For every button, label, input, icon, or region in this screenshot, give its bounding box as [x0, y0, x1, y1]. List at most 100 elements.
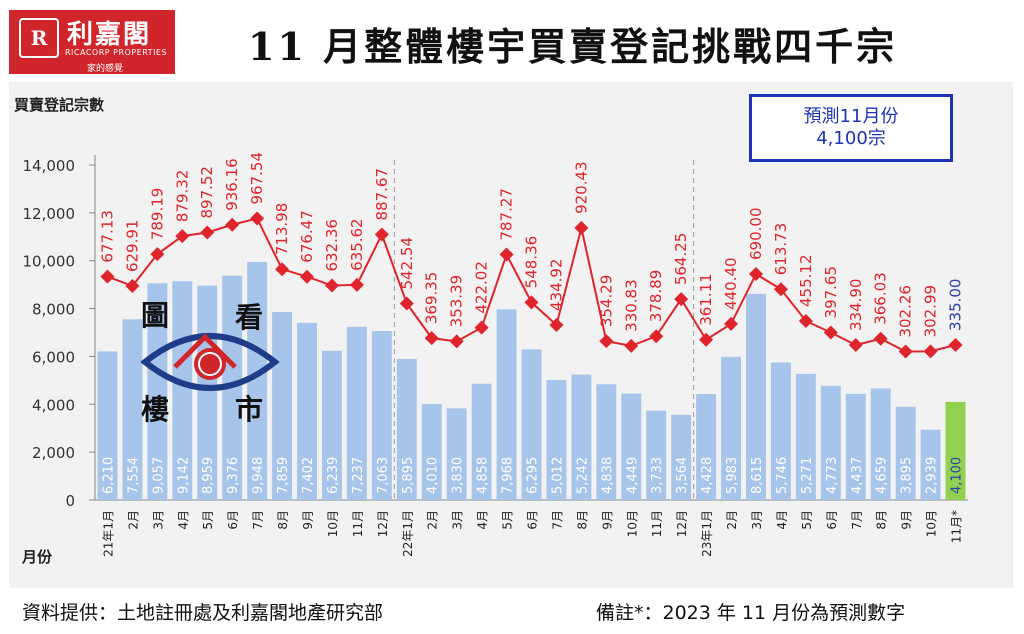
- x-tick-label: 11月*: [950, 510, 964, 543]
- line-point: [300, 269, 315, 284]
- x-tick-label: 21年1月: [101, 510, 115, 557]
- line-value-label: 787.27: [498, 188, 516, 241]
- x-tick-label: 8月: [875, 510, 889, 530]
- y-tick-label: 8,000: [32, 301, 75, 319]
- y-tick-label: 10,000: [23, 253, 76, 271]
- bar: [696, 394, 717, 500]
- line-value-label: 676.47: [298, 210, 316, 263]
- watermark-char: 圖: [141, 299, 170, 332]
- line-point: [948, 338, 963, 352]
- line-point: [499, 247, 514, 262]
- x-tick-label: 4月: [176, 510, 190, 530]
- x-tick-label: 11月: [351, 510, 365, 537]
- bar: [671, 414, 692, 500]
- line-point: [125, 279, 140, 294]
- eye-icon: [140, 333, 280, 391]
- bar: [172, 281, 193, 500]
- line-value-label: 397.65: [822, 266, 840, 319]
- bar: [546, 380, 567, 500]
- bar: [97, 351, 118, 500]
- bar-value-label: 6,210: [101, 457, 116, 494]
- bar-value-label: 3,564: [675, 457, 690, 494]
- x-tick-label: 4月: [775, 510, 789, 530]
- x-tick-label: 9月: [301, 510, 315, 530]
- line-value-label: 879.32: [173, 170, 191, 223]
- bar-value-label: 3,830: [451, 457, 466, 494]
- line-point: [275, 262, 290, 277]
- bar-value-label: 6,239: [326, 457, 341, 494]
- y-tick-label: 4,000: [32, 396, 75, 414]
- line-point: [449, 334, 464, 349]
- bar: [371, 330, 392, 500]
- bar: [272, 311, 293, 500]
- bar: [147, 283, 168, 500]
- ricacorp-logo: R 利嘉閣 RICACORP PROPERTIES 家的感覺: [9, 10, 175, 74]
- x-tick-label: 3月: [151, 510, 165, 530]
- line-point: [474, 320, 489, 335]
- forecast-note: 備註*：2023 年 11 月份為預測數字: [596, 602, 906, 624]
- x-tick-label: 3月: [451, 510, 465, 530]
- line-point: [175, 229, 190, 244]
- bar: [297, 322, 317, 500]
- bar: [820, 385, 841, 500]
- line-point: [324, 278, 339, 293]
- bar: [920, 429, 941, 500]
- bar-value-label: 7,554: [126, 457, 141, 494]
- bar-value-label: 4,449: [625, 457, 640, 494]
- line-value-label: 967.54: [248, 152, 266, 205]
- bar-value-label: 4,659: [875, 457, 890, 494]
- line-value-label: 434.92: [547, 259, 565, 312]
- line-point: [225, 217, 240, 232]
- bar: [421, 404, 442, 500]
- line-value-label: 690.00: [747, 208, 765, 261]
- bar-value-label: 8,615: [750, 457, 765, 494]
- x-tick-label: 7月: [850, 510, 864, 530]
- x-tick-label: 5月: [201, 510, 215, 530]
- line-value-label: 440.40: [722, 257, 740, 310]
- logo-name: 利嘉閣: [67, 20, 152, 50]
- line-point: [674, 292, 689, 307]
- x-tick-label: 3月: [750, 510, 764, 530]
- bar: [571, 374, 592, 500]
- line-point: [823, 325, 838, 340]
- line-value-label: 920.43: [572, 161, 590, 214]
- line-value-label: 542.54: [398, 237, 416, 290]
- x-tick-label: 10月: [625, 510, 639, 537]
- line-point: [349, 277, 364, 292]
- bar-value-label: 7,968: [501, 457, 516, 494]
- line-value-label: 378.89: [647, 270, 665, 323]
- bar: [321, 350, 342, 500]
- line-point: [374, 227, 389, 242]
- x-axis-title: 月份: [22, 548, 53, 566]
- line-point: [549, 318, 564, 333]
- bar: [845, 393, 866, 500]
- x-tick-label: 7月: [550, 510, 564, 530]
- bar-value-label: 5,983: [725, 457, 740, 494]
- line-value-label: 422.02: [473, 261, 491, 313]
- x-tick-label: 12月: [675, 510, 689, 537]
- bar: [721, 356, 742, 500]
- watermark-logo: 圖 看 樓 市: [135, 292, 285, 432]
- y-tick-label: 6,000: [32, 348, 75, 366]
- line-value-label: 789.19: [148, 188, 166, 241]
- line-value-label: 613.73: [772, 223, 790, 276]
- line-point: [873, 331, 888, 346]
- line-value-label: 335.00: [947, 279, 965, 332]
- line-point: [150, 247, 165, 262]
- line-value-label: 302.99: [922, 285, 940, 338]
- line-value-label: 564.25: [672, 233, 690, 286]
- x-tick-label: 6月: [825, 510, 839, 530]
- line-point: [100, 269, 115, 284]
- x-tick-label: 9月: [600, 510, 614, 530]
- bar-value-label: 8,959: [201, 457, 216, 494]
- logo-english-name: RICACORP PROPERTIES: [65, 48, 168, 57]
- line-value-label: 713.98: [273, 203, 291, 256]
- line-point: [898, 344, 913, 359]
- bar-value-label: 4,428: [700, 457, 715, 494]
- bar-value-label: 4,858: [476, 457, 491, 494]
- x-tick-label: 12月: [376, 510, 390, 537]
- line-value-label: 334.90: [847, 279, 865, 332]
- bar: [521, 349, 542, 500]
- line-value-label: 353.39: [448, 275, 466, 327]
- bar: [770, 362, 791, 500]
